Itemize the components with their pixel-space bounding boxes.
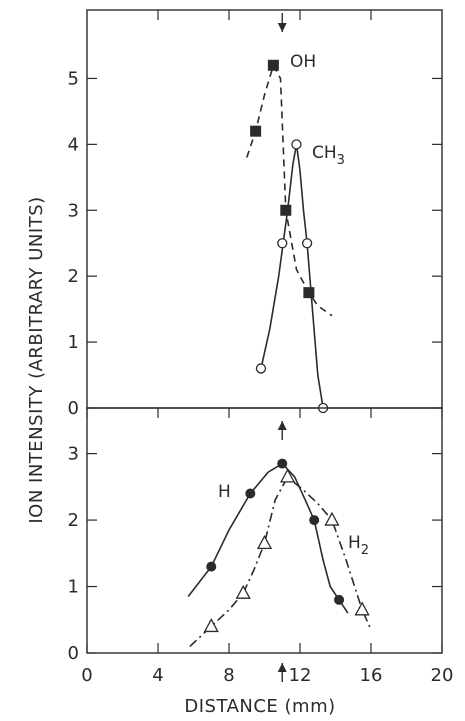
data-point-h2 (256, 534, 273, 549)
data-point-h (206, 561, 217, 572)
data-point-oh (280, 204, 292, 216)
data-point-h2 (235, 584, 251, 599)
y-tick-label: 1 (68, 577, 79, 598)
y-tick-label: 3 (68, 200, 79, 221)
data-point-oh (267, 59, 279, 71)
position-marker-head (277, 663, 287, 672)
series-label-h: H (218, 482, 231, 502)
data-point-h (245, 488, 256, 499)
y-tick-label: 0 (68, 643, 79, 664)
series-line-oh (246, 63, 333, 317)
series-line-h2 (189, 475, 372, 647)
data-point-ch3 (291, 139, 302, 150)
series-line-h (187, 462, 349, 614)
panel-frame (86, 9, 443, 409)
series-label-oh: OH (290, 52, 316, 72)
data-point-h (277, 458, 288, 469)
data-point-h2 (203, 618, 219, 633)
position-marker-head (277, 421, 287, 430)
y-tick-label: 3 (68, 444, 79, 465)
data-point-oh (303, 287, 315, 299)
y-axis-label: ION INTENSITY (ARBITRARY UNITS) (26, 196, 47, 523)
data-point-oh (250, 125, 262, 137)
series-label-h2: H2 (348, 533, 369, 558)
y-tick-label: 1 (68, 332, 79, 353)
data-point-ch3 (301, 238, 313, 249)
y-tick-label: 2 (68, 266, 79, 287)
y-tick-label: 5 (68, 68, 79, 89)
y-tick-label: 2 (68, 510, 79, 531)
x-axis-label: DISTANCE (mm) (184, 696, 335, 717)
series-label-ch3: CH3 (312, 143, 345, 168)
y-tick-label: 4 (68, 134, 79, 155)
x-tick-label: 0 (81, 665, 92, 686)
data-point-h (334, 594, 345, 605)
x-tick-label: 4 (152, 665, 163, 686)
y-tick-label: 0 (68, 398, 79, 419)
panel-frame (86, 407, 443, 654)
data-point-ch3 (277, 238, 288, 249)
x-tick-label: 12 (289, 665, 312, 686)
data-point-h2 (324, 511, 340, 526)
x-tick-label: 16 (360, 665, 383, 686)
data-point-ch3 (255, 363, 267, 374)
data-point-h (309, 515, 320, 526)
data-point-h2 (354, 601, 370, 616)
top-panel: 0 1 2 3 4 5 OH CH3 (68, 9, 443, 419)
x-tick-label: 8 (223, 665, 234, 686)
position-marker-head (277, 23, 287, 32)
x-tick-label: 20 (431, 665, 454, 686)
series-line-ch3 (260, 144, 324, 409)
data-point-h2 (279, 468, 296, 483)
